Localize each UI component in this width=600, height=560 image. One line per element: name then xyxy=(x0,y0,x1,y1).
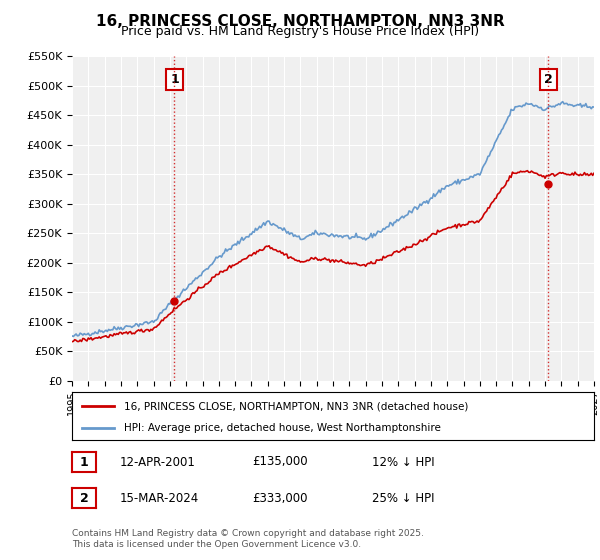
Text: 2: 2 xyxy=(80,492,88,505)
Text: 25% ↓ HPI: 25% ↓ HPI xyxy=(372,492,434,505)
Text: Price paid vs. HM Land Registry's House Price Index (HPI): Price paid vs. HM Land Registry's House … xyxy=(121,25,479,38)
Text: 2: 2 xyxy=(544,73,553,86)
Text: 16, PRINCESS CLOSE, NORTHAMPTON, NN3 3NR: 16, PRINCESS CLOSE, NORTHAMPTON, NN3 3NR xyxy=(95,14,505,29)
Text: 1: 1 xyxy=(80,455,88,469)
Text: 12-APR-2001: 12-APR-2001 xyxy=(120,455,196,469)
Text: £333,000: £333,000 xyxy=(252,492,308,505)
Text: HPI: Average price, detached house, West Northamptonshire: HPI: Average price, detached house, West… xyxy=(124,423,441,433)
Text: 16, PRINCESS CLOSE, NORTHAMPTON, NN3 3NR (detached house): 16, PRINCESS CLOSE, NORTHAMPTON, NN3 3NR… xyxy=(124,402,469,411)
Text: Contains HM Land Registry data © Crown copyright and database right 2025.
This d: Contains HM Land Registry data © Crown c… xyxy=(72,529,424,549)
Text: 12% ↓ HPI: 12% ↓ HPI xyxy=(372,455,434,469)
Text: £135,000: £135,000 xyxy=(252,455,308,469)
Text: 1: 1 xyxy=(170,73,179,86)
Text: 15-MAR-2024: 15-MAR-2024 xyxy=(120,492,199,505)
